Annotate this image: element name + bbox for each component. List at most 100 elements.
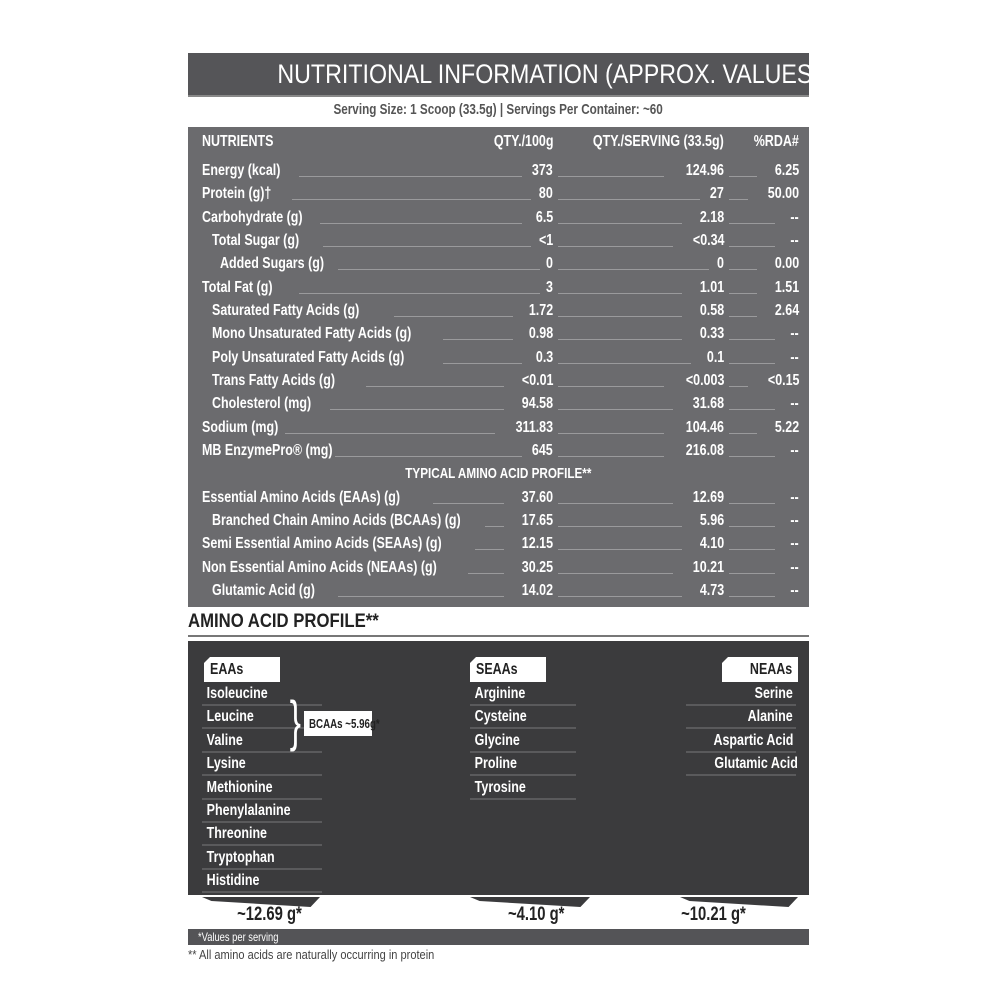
- table-row: Protein (g)† 80 27 50.00: [188, 183, 809, 205]
- leader-line: [365, 385, 504, 387]
- nutrient-name: Energy (kcal): [202, 162, 281, 179]
- header-per-serving: QTY./SERVING (33.5g): [593, 133, 724, 150]
- leader-line: [729, 572, 775, 574]
- rda-percent: --: [790, 535, 799, 553]
- nutrient-name: Cholesterol (mg): [212, 395, 312, 413]
- leader-line: [558, 455, 664, 457]
- qty-per-100g: 80: [539, 185, 553, 203]
- eaas-tag: EAAs: [204, 657, 280, 682]
- leader-line: [729, 432, 757, 434]
- leader-line: [729, 339, 775, 341]
- amino-acid-item: Proline: [470, 753, 576, 777]
- seaas-total: ~4.10 g*: [507, 904, 565, 925]
- leader-line: [468, 572, 504, 574]
- table-row: Total Fat (g) 3 1.01 1.51: [188, 277, 809, 299]
- amino-acid-item: Threonine: [202, 823, 322, 847]
- brace-icon: }: [289, 689, 301, 752]
- qty-per-100g: 14.02: [521, 581, 553, 599]
- table-subheader: TYPICAL AMINO ACID PROFILE**: [188, 463, 809, 485]
- arrow-marker: [470, 897, 590, 907]
- leader-line: [442, 362, 522, 364]
- leader-line: [558, 269, 709, 271]
- leader-line: [729, 595, 775, 597]
- totals-bar: ~12.69 g* ~4.10 g* ~10.21 g*: [188, 895, 809, 929]
- rda-percent: 0.00: [774, 255, 799, 273]
- leader-line: [729, 409, 775, 411]
- rda-percent: 6.25: [774, 162, 799, 179]
- leader-line: [558, 502, 673, 504]
- table-row: Sodium (mg) 311.83 104.46 5.22: [188, 417, 809, 439]
- leader-line: [558, 199, 700, 201]
- qty-per-100g: 1.72: [528, 301, 553, 319]
- bcaa-callout: BCAAs ~5.96g*: [304, 711, 380, 736]
- leader-line: [729, 455, 775, 457]
- leader-line: [432, 502, 504, 504]
- table-header: NUTRIENTS QTY./100g QTY./SERVING (33.5g)…: [188, 131, 809, 153]
- rda-percent: --: [790, 231, 799, 249]
- leader-line: [442, 339, 513, 341]
- leader-line: [558, 385, 664, 387]
- amino-acid-item: Glutamic Acid: [686, 753, 798, 777]
- leader-line: [330, 409, 504, 411]
- qty-per-serving: 104.46: [685, 418, 724, 436]
- amino-acid-item: Arginine: [470, 683, 576, 706]
- leader-line: [558, 176, 664, 177]
- nutrient-name: Non Essential Amino Acids (NEAAs) (g): [202, 558, 437, 576]
- amino-acid-item: Alanine: [686, 706, 796, 730]
- table-row: Essential Amino Acids (EAAs) (g) 37.60 1…: [188, 487, 809, 509]
- amino-acid-item: Phenylalanine: [202, 800, 322, 823]
- leader-line: [299, 292, 540, 294]
- subheader-label: TYPICAL AMINO ACID PROFILE**: [405, 465, 592, 483]
- leader-line: [320, 222, 522, 224]
- leader-line: [558, 292, 682, 294]
- page-title: NUTRITIONAL INFORMATION (APPROX. VALUES)…: [188, 53, 827, 95]
- leader-line: [729, 176, 757, 177]
- nutrient-name: Added Sugars (g): [220, 255, 325, 273]
- qty-per-serving: <0.003: [685, 371, 724, 389]
- qty-per-100g: 94.58: [521, 395, 553, 413]
- amino-acid-item: Lysine: [202, 753, 322, 777]
- table-row: Branched Chain Amino Acids (BCAAs) (g) 1…: [188, 510, 809, 532]
- leader-line: [558, 549, 682, 551]
- qty-per-serving: 10.21: [692, 558, 724, 576]
- rda-percent: --: [790, 441, 799, 459]
- leader-line: [558, 572, 673, 574]
- nutrient-name: Carbohydrate (g): [202, 208, 303, 226]
- nutrient-name: Total Sugar (g): [212, 231, 300, 249]
- amino-acid-item: Isoleucine: [202, 683, 322, 706]
- nutrient-name: Semi Essential Amino Acids (SEAAs) (g): [202, 535, 442, 553]
- rda-percent: --: [790, 208, 799, 226]
- table-row: Trans Fatty Acids (g) <0.01 <0.003 <0.15: [188, 370, 809, 392]
- leader-line: [558, 525, 682, 527]
- rda-percent: 2.64: [774, 301, 799, 319]
- leader-line: [729, 385, 748, 387]
- amino-section-title: AMINO ACID PROFILE**: [188, 611, 379, 632]
- nutrient-name: Protein (g)†: [202, 185, 272, 203]
- leader-line: [475, 549, 504, 551]
- leader-line: [292, 199, 531, 201]
- qty-per-serving: 4.10: [699, 535, 724, 553]
- table-row: Cholesterol (mg) 94.58 31.68 --: [188, 393, 809, 415]
- rda-percent: --: [790, 325, 799, 343]
- rda-percent: <0.15: [767, 371, 799, 389]
- qty-per-100g: 373: [532, 162, 553, 179]
- table-row: Mono Unsaturated Fatty Acids (g) 0.98 0.…: [188, 323, 809, 345]
- amino-acid-item: Tryptophan: [202, 847, 322, 870]
- qty-per-serving: 0.58: [699, 301, 724, 319]
- qty-per-serving: 27: [710, 185, 724, 203]
- qty-per-100g: 0.3: [535, 348, 553, 366]
- table-row: Semi Essential Amino Acids (SEAAs) (g) 1…: [188, 533, 809, 555]
- leader-line: [729, 222, 775, 224]
- seaas-tag: SEAAs: [470, 657, 546, 682]
- qty-per-100g: 12.15: [521, 535, 553, 553]
- nutrient-name: Poly Unsaturated Fatty Acids (g): [212, 348, 405, 366]
- leader-line: [558, 339, 682, 341]
- header-rda: %RDA#: [753, 133, 799, 150]
- leader-line: [485, 525, 504, 527]
- nutrient-name: Total Fat (g): [202, 278, 273, 296]
- qty-per-100g: 6.5: [535, 208, 553, 226]
- qty-per-serving: 4.73: [699, 581, 724, 599]
- divider: [188, 635, 809, 637]
- rda-percent: --: [790, 558, 799, 576]
- leader-line: [285, 432, 495, 434]
